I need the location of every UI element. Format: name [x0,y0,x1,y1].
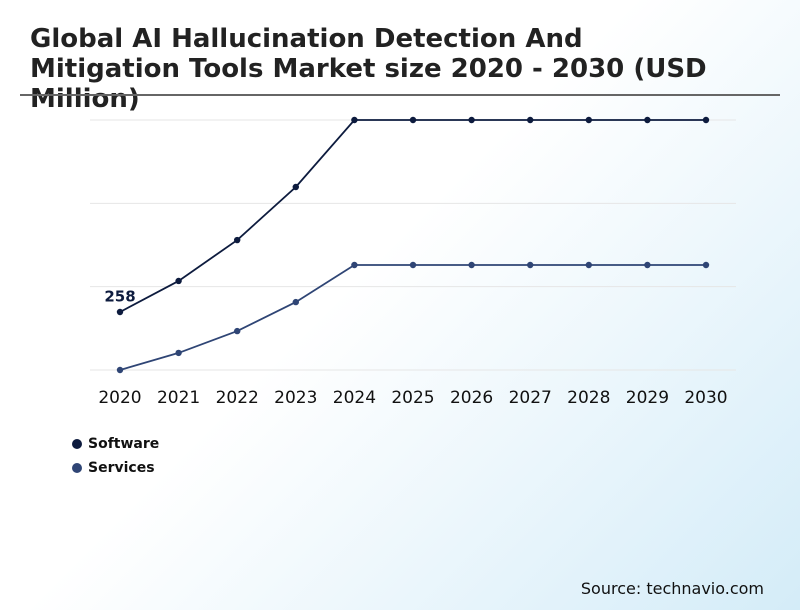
data-point [116,308,124,316]
data-point [292,298,299,306]
series-line [119,119,706,313]
x-tick-label: 2027 [509,388,552,408]
x-tick-label: 2026 [450,388,493,408]
data-point [234,327,241,335]
legend-marker [72,439,82,449]
data-point [644,116,651,124]
data-point [175,349,182,357]
data-point [351,261,358,269]
data-label: 258 [104,287,135,305]
data-point [116,366,124,374]
legend-label: Services [88,460,155,476]
series-line [119,264,706,371]
x-tick-label: 2021 [157,388,200,408]
data-point [351,116,358,124]
data-point [702,116,710,124]
x-tick-label: 2029 [626,388,669,408]
x-tick-label: 2025 [391,388,434,408]
data-point [468,261,475,269]
chart-title: Global AI Hallucination Detection And Mi… [30,24,707,114]
x-tick-label: 2023 [274,388,317,408]
data-point [234,236,241,244]
x-tick-label: 2028 [567,388,610,408]
data-point [409,116,417,124]
data-point [585,261,592,269]
x-tick-label: 2024 [333,388,376,408]
data-point [527,261,534,269]
data-point [468,116,475,124]
data-point [702,261,710,269]
data-point [292,183,299,191]
legend-label: Software [88,436,159,452]
legend-marker [72,463,82,473]
x-tick-label: 2030 [684,388,727,408]
data-point [527,116,534,124]
x-tick-label: 2022 [216,388,259,408]
x-tick-label: 2020 [98,388,141,408]
source-note: Source: technavio.com [580,579,764,598]
data-point [585,116,592,124]
title-rule [20,94,780,96]
data-point [644,261,651,269]
data-point [175,277,182,285]
data-point [409,261,417,269]
